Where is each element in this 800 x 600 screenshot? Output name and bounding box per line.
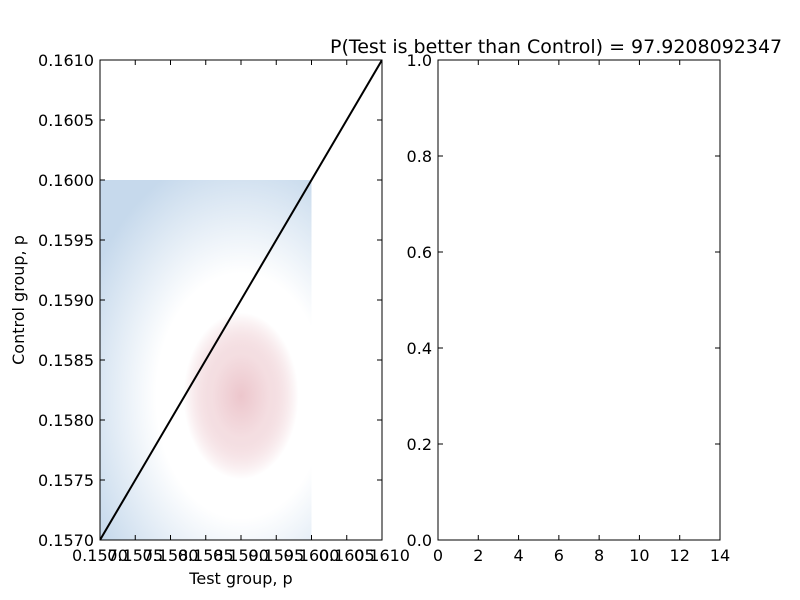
left-y-tick-labels: 0.1570 0.1575 0.1580 0.1585 0.1590 0.1595 0.16…: [38, 51, 94, 550]
right-plot-background: [438, 60, 720, 540]
left-plot-frame: [99, 59, 383, 541]
right-y-tick-label: 0.4: [407, 339, 432, 358]
right-x-tick-label: 4: [513, 546, 523, 565]
left-x-tick-labels: 0.15700.15750.15800.15850.15900.15950.16…: [72, 546, 410, 565]
right-x-tick-label: 8: [594, 546, 604, 565]
left-x-tick-label: 0.1605: [319, 546, 375, 565]
right-x-tick-label: 2: [473, 546, 483, 565]
right-chart-title: P(Test is better than Control) = 97.9208…: [330, 36, 782, 58]
right-line-chart: 0 2 4 6 8 10 12 14 0.0 0.2 0.4 0.6 0.8 1.0 P(Test is…: [330, 36, 782, 565]
left-heatmap-chart: 0.15700.15750.15800.15850.15900.15950.16…: [9, 51, 410, 588]
right-plot-frame: [437, 59, 721, 541]
left-y-tick-label: 0.1605: [38, 111, 94, 130]
equality-diagonal-line: [100, 60, 382, 540]
left-y-tick-label: 0.1595: [38, 231, 94, 250]
right-y-tick-labels: 0.0 0.2 0.4 0.6 0.8 1.0: [407, 51, 432, 550]
left-x-tick-label: 0.1570: [72, 546, 128, 565]
left-x-tick-label: 0.1610: [354, 546, 410, 565]
right-x-tick-labels: 0 2 4 6 8 10 12 14: [433, 546, 730, 565]
right-y-tick-label: 0.8: [407, 147, 432, 166]
left-x-tick-label: 0.1595: [248, 546, 304, 565]
right-y-tick-label: 0.2: [407, 435, 432, 454]
left-x-tick-label: 0.1585: [178, 546, 234, 565]
right-x-tick-label: 0: [433, 546, 443, 565]
left-y-tick-label: 0.1575: [38, 471, 94, 490]
right-x-tick-label: 10: [629, 546, 649, 565]
left-y-axis-label: Control group, p: [9, 235, 28, 365]
right-y-tick-label: 0.6: [407, 243, 432, 262]
left-x-tick-label: 0.1590: [213, 546, 269, 565]
right-y-tick-label: 0.0: [407, 531, 432, 550]
left-y-tick-label: 0.1600: [38, 171, 94, 190]
right-x-tick-label: 6: [554, 546, 564, 565]
left-y-tick-label: 0.1610: [38, 51, 94, 70]
left-y-tick-label: 0.1570: [38, 531, 94, 550]
left-y-tick-label: 0.1585: [38, 351, 94, 370]
left-y-tick-label: 0.1590: [38, 291, 94, 310]
left-y-tick-label: 0.1580: [38, 411, 94, 430]
right-x-tick-label: 14: [710, 546, 730, 565]
right-x-tick-label: 12: [670, 546, 690, 565]
left-x-tick-label: 0.1600: [284, 546, 340, 565]
left-x-tick-label: 0.1575: [107, 546, 163, 565]
left-x-axis-label: Test group, p: [188, 569, 292, 588]
left-x-tick-label: 0.1580: [143, 546, 199, 565]
right-y-tick-label: 1.0: [407, 51, 432, 70]
